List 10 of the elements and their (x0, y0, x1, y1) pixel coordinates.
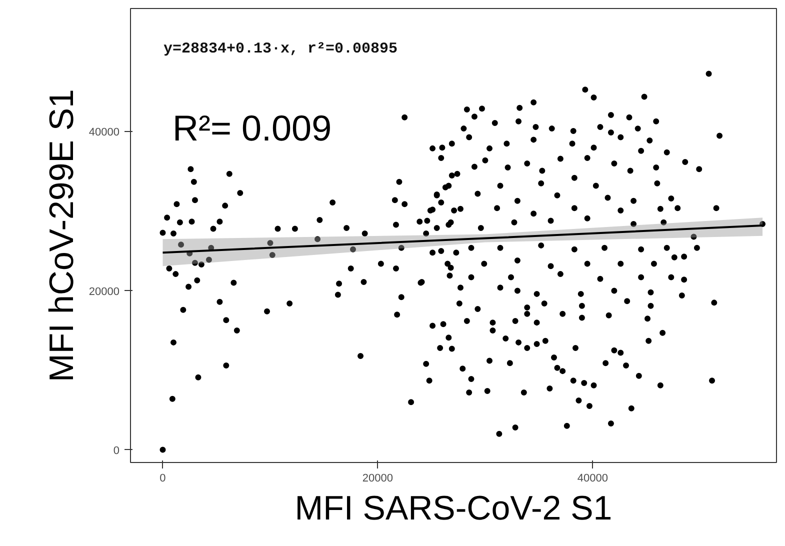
x-axis-title: MFI SARS-CoV-2 S1 (294, 490, 612, 528)
annotation: y=28834+0.13·x, r²=0.00895 (164, 40, 398, 58)
x-tick-label: 20000 (362, 472, 394, 484)
y-tick-label: 0 (113, 444, 120, 457)
y-tick-label: 40000 (88, 126, 120, 139)
x-tick-label: 0 (160, 472, 166, 484)
y-axis-title: MFI hCoV-299E S1 (42, 89, 81, 382)
annotation: R²= 0.009 (172, 108, 332, 148)
x-tick-label: 40000 (577, 472, 608, 484)
y-tick-label: 20000 (88, 286, 120, 298)
